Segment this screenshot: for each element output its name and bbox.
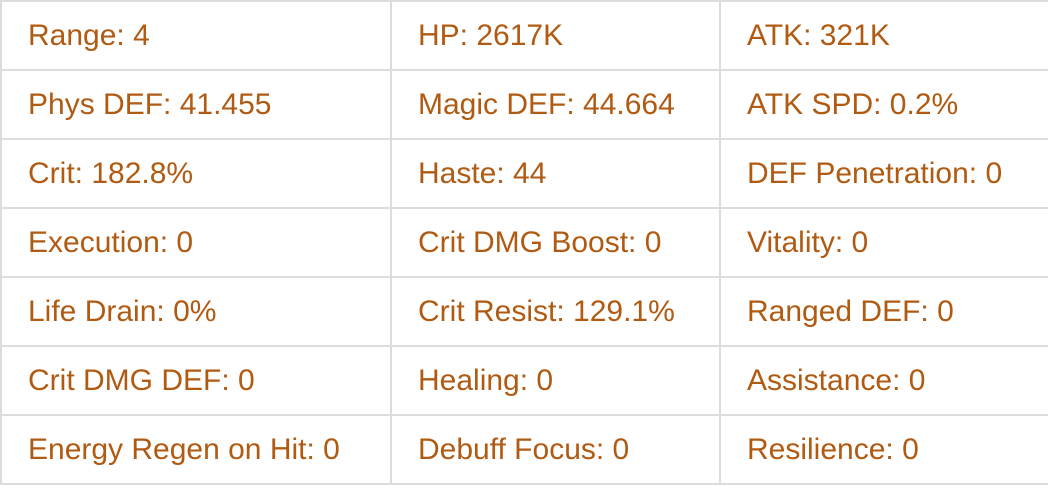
stat-cell: Crit: 182.8% xyxy=(0,138,392,209)
stat-cell: Crit DMG Boost: 0 xyxy=(390,207,721,278)
stat-cell: ATK: 321K xyxy=(719,0,1048,71)
stat-cell: Magic DEF: 44.664 xyxy=(390,69,721,140)
stats-row: Life Drain: 0% Crit Resist: 129.1% Ranged … xyxy=(0,276,1048,347)
stat-cell: Debuff Focus: 0 xyxy=(390,414,721,485)
stat-cell: DEF Penetration: 0 xyxy=(719,138,1048,209)
stats-row: Execution: 0 Crit DMG Boost: 0 Vitality: 0 xyxy=(0,207,1048,278)
stat-cell: HP: 2617K xyxy=(390,0,721,71)
stat-cell: Execution: 0 xyxy=(0,207,392,278)
stat-cell: Range: 4 xyxy=(0,0,392,71)
stats-row: Range: 4 HP: 2617K ATK: 321K xyxy=(0,0,1048,71)
stats-row: Energy Regen on Hit: 0 Debuff Focus: 0 Res… xyxy=(0,414,1048,485)
stat-cell: Life Drain: 0% xyxy=(0,276,392,347)
stat-cell: Assistance: 0 xyxy=(719,345,1048,416)
stat-cell: Energy Regen on Hit: 0 xyxy=(0,414,392,485)
stat-cell: Healing: 0 xyxy=(390,345,721,416)
stats-row: Crit: 182.8% Haste: 44 DEF Penetration: 0 xyxy=(0,138,1048,209)
stats-table: Range: 4 HP: 2617K ATK: 321K Phys DEF: 41.4… xyxy=(0,0,1048,485)
stat-cell: Haste: 44 xyxy=(390,138,721,209)
stat-cell: Crit DMG DEF: 0 xyxy=(0,345,392,416)
stat-cell: Crit Resist: 129.1% xyxy=(390,276,721,347)
stats-row: Crit DMG DEF: 0 Healing: 0 Assistance: 0 xyxy=(0,345,1048,416)
stat-cell: Vitality: 0 xyxy=(719,207,1048,278)
stats-row: Phys DEF: 41.455 Magic DEF: 44.664 ATK SPD… xyxy=(0,69,1048,140)
stat-cell: Ranged DEF: 0 xyxy=(719,276,1048,347)
stat-cell: Resilience: 0 xyxy=(719,414,1048,485)
stat-cell: ATK SPD: 0.2% xyxy=(719,69,1048,140)
stat-cell: Phys DEF: 41.455 xyxy=(0,69,392,140)
